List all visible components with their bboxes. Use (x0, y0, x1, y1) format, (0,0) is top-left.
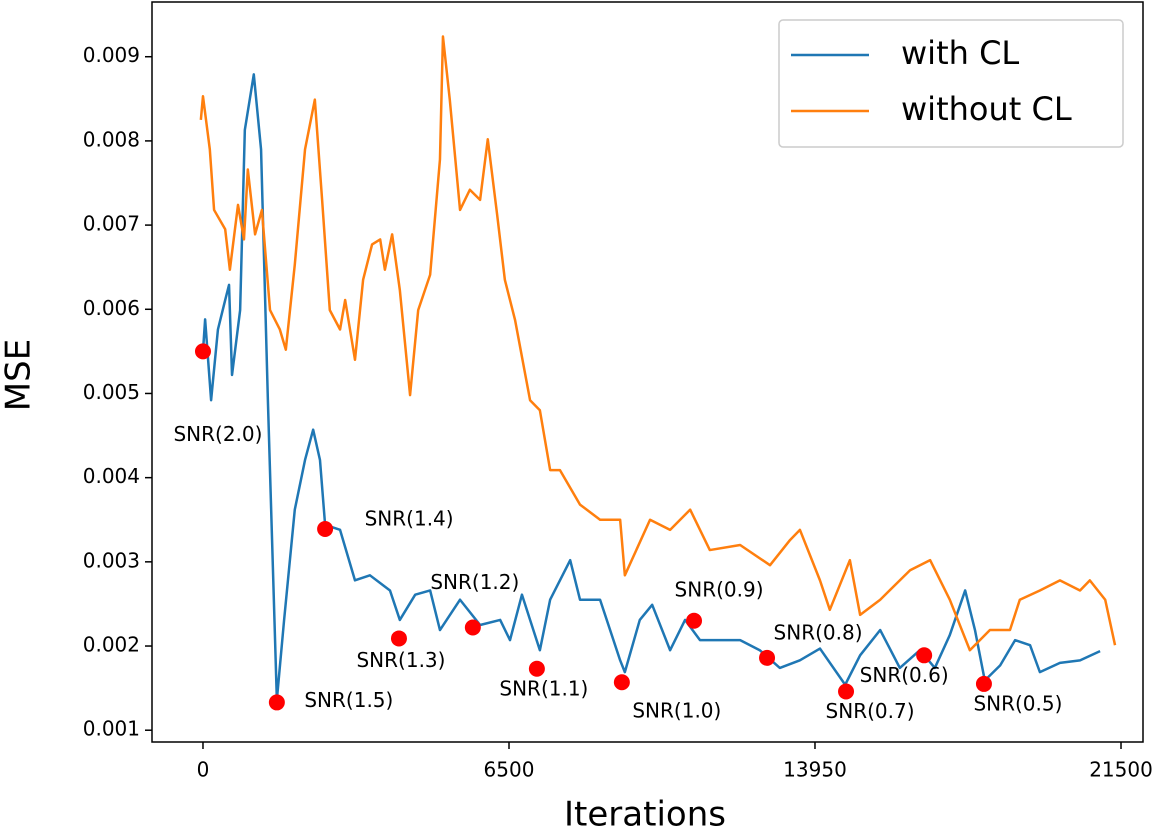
marker (759, 649, 776, 666)
axes-frame (151, 1, 1144, 743)
x-tick-label: 6500 (484, 758, 535, 782)
annotation: SNR(0.5) (973, 691, 1062, 715)
x-tick-label: 21500 (1089, 758, 1153, 782)
x-tick-label: 0 (197, 758, 210, 782)
y-tick-label: 0.004 (83, 464, 140, 488)
legend-label: with CL (901, 34, 1019, 72)
y-tick-label: 0.009 (83, 43, 140, 67)
marker (317, 521, 334, 538)
x-axis-label: Iterations (564, 795, 726, 835)
annotation: SNR(0.6) (860, 663, 949, 687)
annotation: SNR(1.0) (632, 699, 721, 723)
marker (613, 674, 630, 691)
line-series (199, 35, 1117, 652)
annotation: SNR(1.3) (356, 648, 445, 672)
marker (194, 343, 211, 360)
marker (464, 619, 481, 636)
y-tick-label: 0.003 (83, 548, 140, 572)
x-tick-label: 13950 (783, 758, 847, 782)
y-tick-label: 0.006 (83, 296, 140, 320)
y-axis-label: MSE (0, 339, 39, 411)
marker (528, 660, 545, 677)
marker (686, 612, 703, 629)
marker (390, 630, 407, 647)
line-series (201, 73, 1101, 702)
y-tick-label: 0.007 (83, 212, 140, 236)
annotation: SNR(1.1) (499, 676, 588, 700)
annotation: SNR(0.9) (675, 577, 764, 601)
y-tick-label: 0.008 (83, 127, 140, 151)
annotation: SNR(1.5) (304, 688, 393, 712)
annotation: SNR(0.8) (774, 620, 863, 644)
y-tick-label: 0.005 (83, 380, 140, 404)
annotation: SNR(1.2) (430, 570, 519, 594)
annotation: SNR(2.0) (173, 422, 262, 446)
y-tick-label: 0.001 (83, 717, 140, 741)
marker (838, 683, 855, 700)
marker (916, 647, 933, 664)
annotation: SNR(0.7) (826, 699, 915, 723)
legend-box (778, 19, 1124, 148)
marker (268, 694, 285, 711)
legend-label: without CL (901, 90, 1072, 128)
marker (975, 675, 992, 692)
y-tick-label: 0.002 (83, 633, 140, 657)
annotation: SNR(1.4) (365, 507, 454, 531)
